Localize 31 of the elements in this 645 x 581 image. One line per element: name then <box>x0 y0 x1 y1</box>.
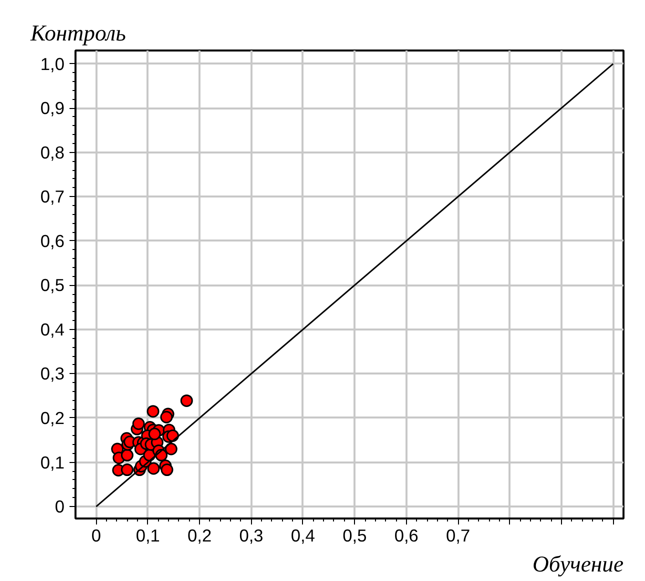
y-tick-label: 0,1 <box>40 452 65 472</box>
point <box>180 394 193 407</box>
y-tick-label: 0,4 <box>40 319 65 340</box>
x-tick-label: 0,2 <box>188 526 212 546</box>
x-tick-label: 0,4 <box>290 526 316 546</box>
point <box>160 464 174 476</box>
x-tick-label: 0,5 <box>342 526 367 546</box>
y-tick-label: 0,9 <box>40 98 65 118</box>
x-axis-title: Обучение <box>532 552 624 576</box>
y-tick-label: 1,0 <box>40 54 65 74</box>
point <box>160 410 173 424</box>
y-tick-label: 0,6 <box>40 230 65 251</box>
x-tick-label: 0,6 <box>394 526 418 546</box>
x-tick-label: 0,1 <box>136 526 160 546</box>
y-tick-label: 0,2 <box>40 408 65 428</box>
x-tick-label: 0 <box>91 526 101 546</box>
y-tick-label: 0,5 <box>40 275 65 296</box>
point <box>120 464 134 476</box>
y-tick-label: 0,7 <box>40 186 65 207</box>
x-tick-label: 0,7 <box>446 526 470 546</box>
point <box>164 442 178 456</box>
point <box>146 405 160 418</box>
point <box>147 462 160 475</box>
point <box>120 448 134 462</box>
x-tick-label: 0,3 <box>239 526 264 546</box>
y-axis-title: Контроль <box>30 20 126 46</box>
y-tick-label: 0,8 <box>40 142 65 162</box>
y-tick-label: 0,3 <box>40 364 65 384</box>
point <box>132 418 145 430</box>
point <box>148 428 161 440</box>
y-tick-label: 0 <box>54 496 65 517</box>
